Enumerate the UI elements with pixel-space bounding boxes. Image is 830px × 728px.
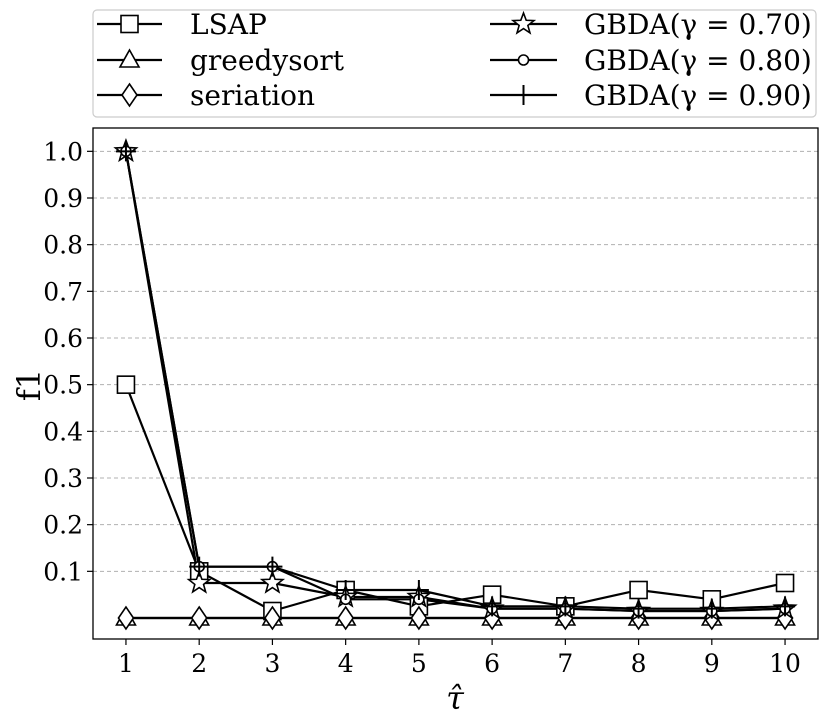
- data-point: [701, 598, 722, 619]
- legend-label: seriation: [190, 79, 315, 112]
- x-axis-title: τ̂: [446, 679, 465, 717]
- data-point: [555, 596, 576, 617]
- data-point: [189, 556, 210, 577]
- data-point: [628, 598, 649, 619]
- x-tick-label: 4: [338, 649, 354, 678]
- data-point: [117, 605, 135, 631]
- series-line: [124, 151, 786, 613]
- plot-frame: [92, 127, 819, 640]
- data-point: [190, 605, 208, 631]
- y-tick-label: 0.9: [43, 184, 83, 213]
- legend-label: GBDA(γ = 0.80): [584, 44, 812, 77]
- y-tick-label: 0.7: [43, 277, 83, 306]
- grid-lines: [93, 150, 818, 572]
- data-point: [337, 605, 355, 631]
- x-tick-label: 3: [264, 649, 280, 678]
- x-tick-label: 2: [191, 649, 207, 678]
- legend-label: GBDA(γ = 0.90): [584, 79, 812, 112]
- data-point: [775, 573, 795, 593]
- data-point: [410, 605, 428, 631]
- data-point: [115, 141, 136, 162]
- data-point: [116, 375, 136, 394]
- data-point: [517, 54, 530, 66]
- series-lines: [124, 151, 786, 620]
- y-tick-label: 0.1: [43, 557, 83, 586]
- y-ticks: 0.1 0.2 0.3 0.4 0.5 0.6 0.7 0.8 0.9 1.0: [43, 137, 93, 586]
- x-tick-label: 10: [769, 649, 801, 678]
- data-point: [118, 48, 141, 68]
- y-tick-label: 0.4: [43, 417, 83, 446]
- data-point: [262, 556, 283, 577]
- data-point: [408, 580, 429, 600]
- series-line: [124, 384, 786, 613]
- x-tick-label: 5: [411, 649, 427, 678]
- data-point: [775, 596, 796, 617]
- y-tick-label: 0.8: [43, 231, 83, 260]
- y-tick-label: 0.6: [43, 324, 83, 353]
- y-tick-label: 0.2: [43, 511, 83, 540]
- data-point: [510, 10, 537, 35]
- data-point: [186, 569, 212, 594]
- x-tick-label: 7: [557, 649, 573, 678]
- data-point: [263, 605, 281, 631]
- legend-box: [92, 9, 817, 118]
- data-point: [629, 580, 648, 600]
- y-tick-label: 0.3: [43, 464, 83, 493]
- legend-label: GBDA(γ = 0.70): [584, 8, 812, 41]
- legend-label: greedysort: [190, 44, 345, 77]
- series-markers: [113, 138, 798, 631]
- data-point: [482, 596, 503, 617]
- series-line: [124, 151, 786, 613]
- legend-label: LSAP: [190, 8, 267, 41]
- data-point: [335, 580, 356, 600]
- x-tick-label: 6: [484, 649, 500, 678]
- x-tick-label: 9: [704, 649, 720, 678]
- x-tick-label: 1: [118, 649, 134, 678]
- data-point: [259, 569, 286, 594]
- data-point: [121, 82, 138, 108]
- x-tick-label: 8: [631, 649, 647, 678]
- data-point: [120, 14, 139, 34]
- x-ticks: 1 2 3 4 5 6 7 8 9 10: [118, 639, 801, 678]
- y-axis-title: f1: [10, 369, 48, 401]
- y-tick-label: 1.0: [43, 137, 83, 166]
- y-tick-label: 0.5: [43, 371, 83, 400]
- series-line: [124, 151, 786, 610]
- data-point: [513, 85, 534, 105]
